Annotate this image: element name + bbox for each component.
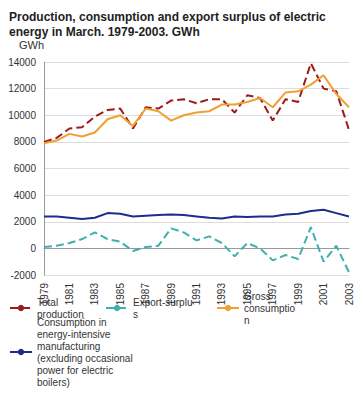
svg-text:14000: 14000 bbox=[8, 57, 36, 68]
svg-text:1979: 1979 bbox=[38, 283, 50, 306]
svg-text:boilers): boilers) bbox=[37, 377, 70, 388]
svg-text:energy-intensive: energy-intensive bbox=[37, 329, 113, 340]
svg-text:consumptio: consumptio bbox=[244, 303, 296, 314]
svg-text:power for electric: power for electric bbox=[37, 365, 116, 376]
svg-text:Total: Total bbox=[37, 297, 61, 308]
svg-text:Consumption in: Consumption in bbox=[37, 317, 109, 328]
svg-text:2003: 2003 bbox=[344, 283, 355, 306]
svg-text:1981: 1981 bbox=[64, 283, 75, 306]
svg-text:8000: 8000 bbox=[14, 136, 37, 147]
svg-text:GWh: GWh bbox=[19, 39, 44, 51]
svg-text:1991: 1991 bbox=[191, 283, 202, 306]
svg-text:manufacturing: manufacturing bbox=[37, 341, 103, 352]
svg-text:0: 0 bbox=[30, 243, 36, 254]
svg-text:Export-surplu: Export-surplu bbox=[133, 297, 192, 308]
svg-text:(excluding occasional: (excluding occasional bbox=[37, 353, 135, 364]
svg-text:1989: 1989 bbox=[165, 283, 177, 306]
svg-text:2000: 2000 bbox=[14, 216, 37, 227]
svg-text:2001: 2001 bbox=[318, 283, 329, 306]
svg-text:1987: 1987 bbox=[140, 283, 152, 306]
svg-text:10000: 10000 bbox=[8, 110, 36, 121]
svg-text:12000: 12000 bbox=[8, 83, 36, 94]
svg-text:Production, consumption and ex: Production, consumption and export surpl… bbox=[9, 10, 329, 24]
svg-text:1985: 1985 bbox=[115, 283, 126, 306]
svg-text:energy in March. 1979-2003. GW: energy in March. 1979-2003. GWh bbox=[9, 25, 200, 39]
svg-text:Gross: Gross bbox=[244, 291, 273, 302]
svg-text:4000: 4000 bbox=[14, 190, 37, 201]
svg-text:n: n bbox=[244, 315, 250, 326]
svg-text:1983: 1983 bbox=[89, 283, 100, 306]
svg-text:-2000: -2000 bbox=[10, 270, 36, 281]
svg-text:1999: 1999 bbox=[292, 283, 304, 306]
svg-text:1993: 1993 bbox=[216, 283, 227, 306]
svg-text:production: production bbox=[37, 308, 84, 320]
svg-text:s: s bbox=[133, 309, 138, 320]
svg-text:6000: 6000 bbox=[14, 163, 37, 174]
